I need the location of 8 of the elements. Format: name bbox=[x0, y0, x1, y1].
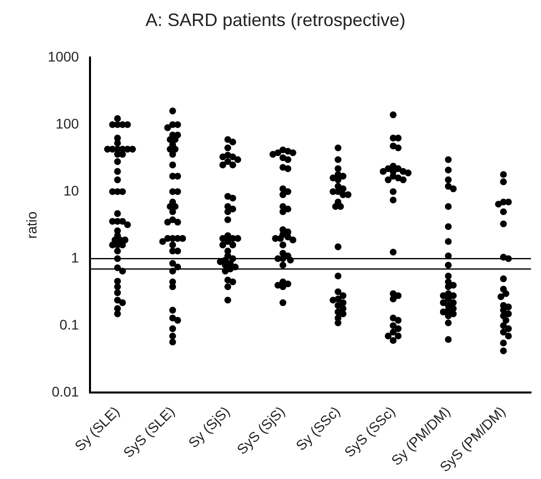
y-tick-label: 10 bbox=[63, 182, 80, 198]
y-tick-label: 0.1 bbox=[59, 316, 80, 332]
y-tick-label: 0.01 bbox=[52, 383, 80, 400]
y-tick-label: 1 bbox=[71, 249, 80, 266]
y-tick-label: 100 bbox=[56, 115, 80, 132]
y-axis-title: ratio bbox=[23, 211, 40, 239]
chart-title: A: SARD patients (retrospective) bbox=[145, 10, 406, 30]
y-tick-label: 1000 bbox=[48, 48, 80, 64]
